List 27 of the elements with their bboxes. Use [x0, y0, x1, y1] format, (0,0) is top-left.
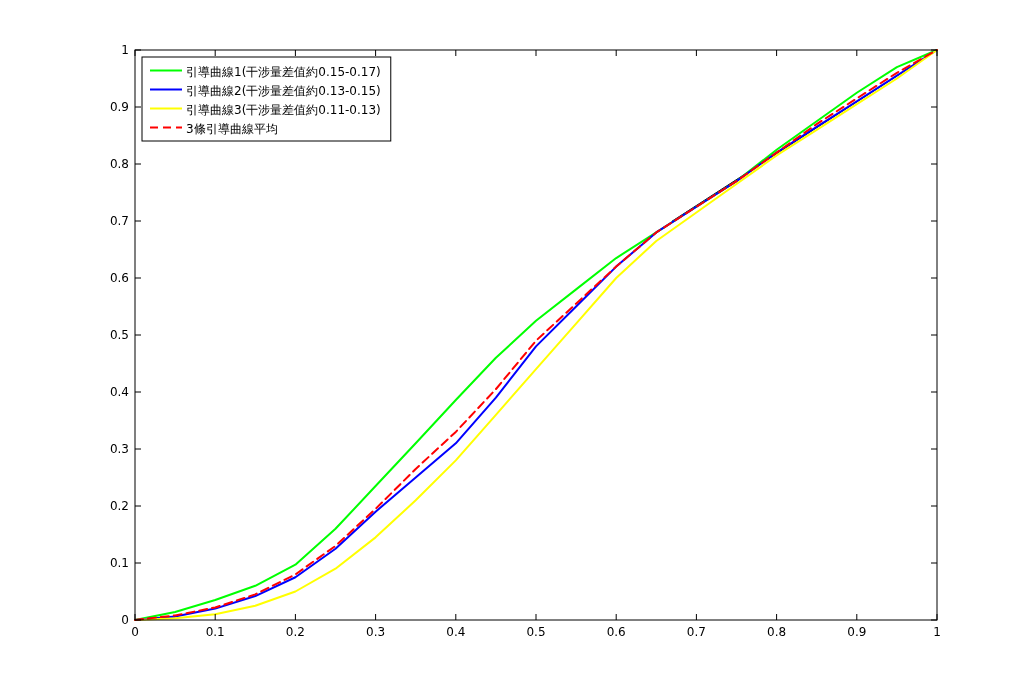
y-tick-label: 1 — [121, 43, 129, 57]
x-tick-label: 0.5 — [526, 625, 546, 639]
x-tick-label: 0.6 — [606, 625, 626, 639]
legend-label: 引導曲線2(干涉量差值約0.13-0.15) — [186, 83, 381, 98]
legend-label: 3條引導曲線平均 — [186, 121, 278, 136]
y-tick-label: 0.4 — [109, 385, 129, 399]
x-tick-label: 0.9 — [847, 625, 867, 639]
y-tick-label: 0.2 — [109, 499, 129, 513]
y-tick-label: 0.3 — [109, 442, 129, 456]
x-tick-label: 0.1 — [205, 625, 225, 639]
y-tick-label: 0.5 — [109, 328, 129, 342]
y-tick-label: 0.9 — [109, 100, 129, 114]
legend-label: 引導曲線3(干涉量差值約0.11-0.13) — [186, 102, 381, 117]
x-tick-label: 0.3 — [366, 625, 386, 639]
x-tick-label: 0 — [131, 625, 139, 639]
x-tick-label: 0.2 — [285, 625, 305, 639]
legend-label: 引導曲線1(干涉量差值約0.15-0.17) — [186, 64, 381, 79]
x-tick-label: 0.8 — [767, 625, 787, 639]
x-tick-label: 1 — [933, 625, 941, 639]
y-tick-label: 0.7 — [109, 214, 129, 228]
x-tick-label: 0.7 — [686, 625, 706, 639]
y-tick-label: 0 — [121, 613, 129, 627]
y-tick-label: 0.1 — [109, 556, 129, 570]
y-tick-label: 0.6 — [109, 271, 129, 285]
x-tick-label: 0.4 — [446, 625, 466, 639]
y-tick-label: 0.8 — [109, 157, 129, 171]
line-series — [134, 49, 938, 621]
